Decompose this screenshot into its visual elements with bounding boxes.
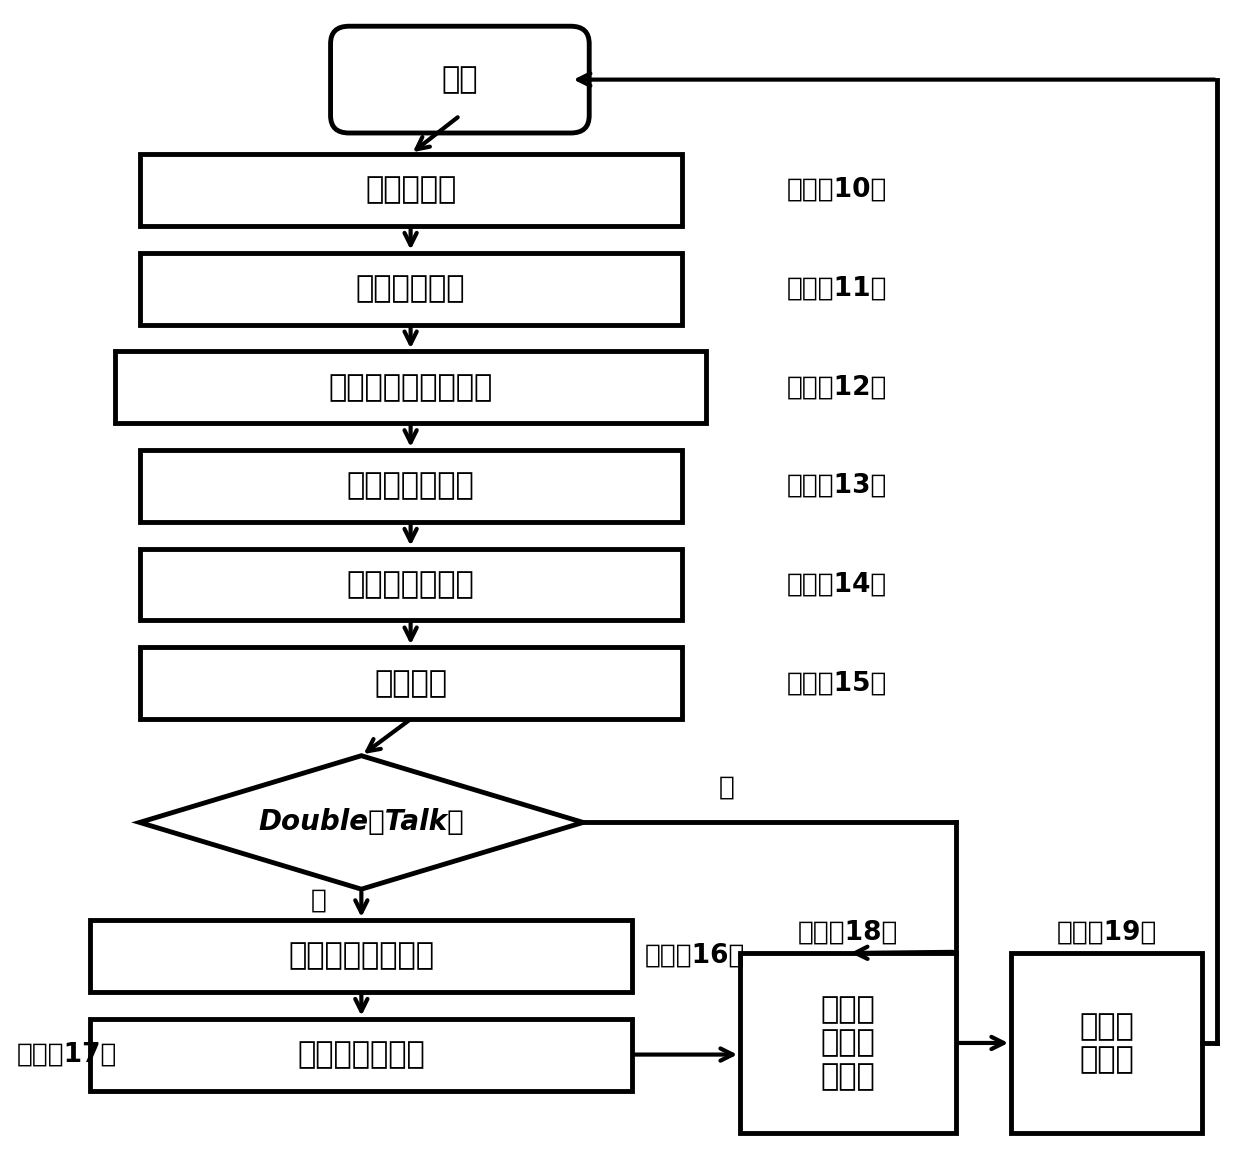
Text: 更新语音谱估计: 更新语音谱估计 (298, 1040, 425, 1070)
Text: 公式（11）: 公式（11） (786, 276, 887, 302)
Text: 公式（15）: 公式（15） (786, 670, 887, 697)
Text: 公式（17）: 公式（17） (16, 1042, 117, 1067)
Text: 公式（19）: 公式（19） (1056, 919, 1157, 945)
FancyBboxPatch shape (331, 26, 589, 133)
Text: Double－Talk？: Double－Talk？ (258, 809, 464, 837)
Text: 公式（14）: 公式（14） (786, 572, 887, 597)
Text: 傅里叶
逆变换: 傅里叶 逆变换 (1079, 1011, 1133, 1074)
Text: 公式（12）: 公式（12） (786, 374, 887, 400)
Text: 估计回声滤波器: 估计回声滤波器 (347, 570, 475, 599)
FancyBboxPatch shape (140, 154, 682, 226)
Text: 回声消除: 回声消除 (374, 669, 448, 698)
Text: 公式（13）: 公式（13） (786, 472, 887, 499)
FancyBboxPatch shape (115, 351, 707, 423)
FancyBboxPatch shape (140, 253, 682, 325)
Text: 更新互
相关向
量估计: 更新互 相关向 量估计 (821, 995, 875, 1091)
FancyBboxPatch shape (140, 450, 682, 521)
FancyBboxPatch shape (1011, 953, 1202, 1133)
Text: 傅里叶变换: 傅里叶变换 (365, 175, 456, 205)
Text: 是: 是 (310, 887, 326, 913)
FancyBboxPatch shape (140, 548, 682, 621)
Text: 公式（10）: 公式（10） (786, 177, 887, 203)
Text: 公式（18）: 公式（18） (797, 919, 898, 945)
Text: 参考向量自相关矩阵: 参考向量自相关矩阵 (329, 373, 492, 402)
Text: 否: 否 (718, 775, 734, 801)
Text: 计算互相关向量: 计算互相关向量 (347, 471, 475, 500)
Polygon shape (140, 755, 583, 890)
Text: 语音扭曲控制因子: 语音扭曲控制因子 (289, 941, 434, 970)
Text: 开始: 开始 (441, 65, 479, 95)
FancyBboxPatch shape (91, 920, 632, 991)
FancyBboxPatch shape (140, 648, 682, 719)
Text: 构造参考向量: 构造参考向量 (356, 274, 465, 303)
FancyBboxPatch shape (91, 1018, 632, 1091)
FancyBboxPatch shape (740, 953, 956, 1133)
Text: 公式（16）: 公式（16） (645, 943, 745, 969)
